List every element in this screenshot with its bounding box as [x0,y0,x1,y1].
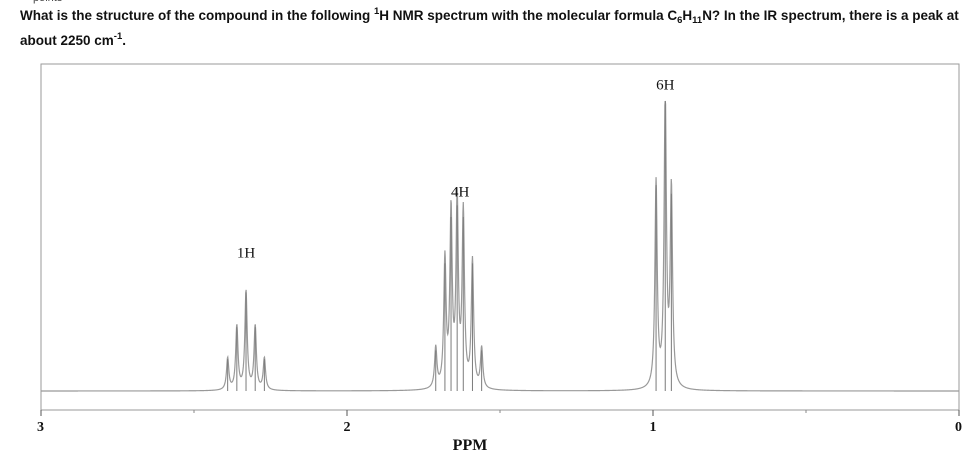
subscript-11: 11 [692,15,703,26]
question-text: What is the structure of the compound in… [20,3,960,53]
question-part: . [122,33,127,48]
question-part: H [682,8,693,23]
points-label: points [33,0,62,4]
x-tick-label: 2 [344,420,351,435]
integration-label: 6H [656,77,675,93]
subscript-6: 6 [677,15,683,26]
x-tick-label: 0 [955,420,962,435]
integration-label: 4H [451,185,470,201]
plot-frame [40,63,960,411]
question-part: H NMR spectrum with the molecular formul… [379,8,678,23]
superscript-minus-1: -1 [113,31,123,42]
integration-label: 1H [237,246,256,262]
x-tick-label: 3 [37,420,44,435]
x-axis-title: PPM [453,437,488,454]
superscript-1: 1 [374,6,380,17]
spectrum-trace [41,100,959,392]
question-part: N? In the IR spectrum, there is a peak a… [20,8,959,48]
x-tick-label: 1 [650,420,657,435]
question-part: What is the structure of the compound in… [20,8,374,23]
